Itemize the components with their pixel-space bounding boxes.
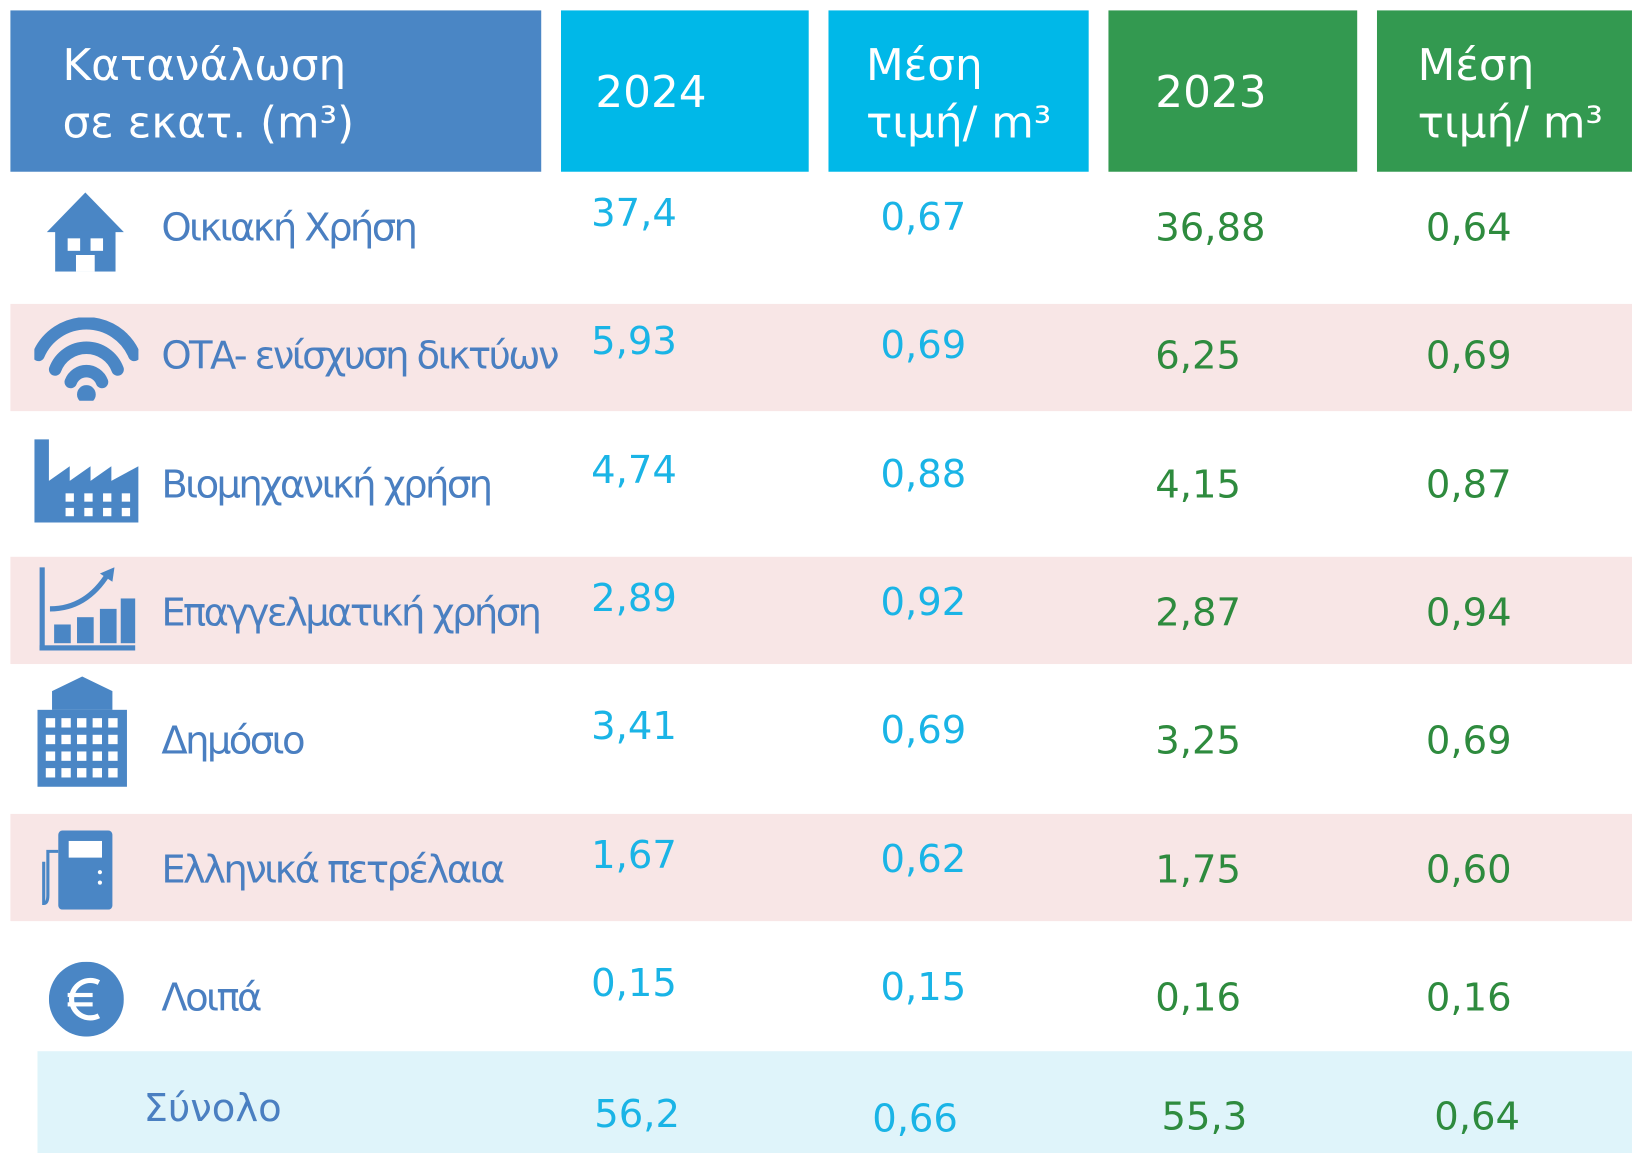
total-value-2024: 56,2 (594, 1091, 681, 1137)
value-2024: 37,4 (591, 190, 677, 236)
row-icon (39, 567, 136, 651)
header-text: 2023 (1155, 66, 1267, 118)
row-label: Οικιακή Χρήση (161, 205, 418, 250)
header-text: Μέση (865, 39, 983, 91)
value-2023: 0,16 (1155, 975, 1242, 1020)
value-2024: 5,93 (591, 318, 677, 364)
value-2023: 1,75 (1155, 846, 1242, 892)
total-price-2023: 0,64 (1434, 1093, 1520, 1139)
header-cell (828, 10, 1089, 172)
total-band (37, 1051, 1632, 1153)
price-2024: 0,67 (880, 194, 967, 240)
row-label: Ελληνικά πετρέλαια (161, 846, 505, 892)
header-text: τιμή/ m³ (865, 96, 1052, 148)
row-icon (46, 192, 124, 272)
row-icon (42, 830, 113, 910)
row-icon (34, 317, 139, 401)
price-2024: 0,62 (880, 836, 967, 882)
value-2024: 2,89 (591, 575, 677, 621)
header-text: σε εκατ. (m³) (62, 96, 355, 148)
price-2023: 0,16 (1425, 975, 1512, 1020)
total-value-2023: 55,3 (1161, 1093, 1248, 1139)
header-cell (560, 10, 809, 172)
price-2024: 0,69 (880, 707, 967, 753)
total-label: Σύνολο (143, 1085, 282, 1131)
value-2024: 0,15 (591, 960, 677, 1006)
value-2024: 4,74 (591, 447, 677, 492)
row-label: ΟΤΑ- ενίσχυση δικτύων (161, 333, 559, 379)
value-2023: 36,88 (1155, 205, 1266, 250)
header-text: Κατανάλωση (62, 39, 347, 91)
price-2024: 0,92 (880, 579, 967, 625)
price-2023: 0,69 (1425, 333, 1512, 379)
row-band (10, 813, 1632, 922)
row-label: Επαγγελματική χρήση (161, 590, 542, 635)
value-2023: 3,25 (1155, 718, 1242, 764)
row-icon (37, 676, 127, 787)
price-2023: 0,87 (1425, 461, 1512, 507)
row-label: Βιομηχανική χρήση (161, 461, 493, 507)
value-2023: 4,15 (1155, 461, 1242, 507)
value-2024: 1,67 (591, 832, 677, 877)
row-icon (34, 439, 139, 523)
header-cell (1108, 10, 1358, 172)
price-2023: 0,60 (1425, 846, 1512, 892)
total-price-2024: 0,66 (872, 1095, 958, 1141)
price-2024: 0,69 (880, 322, 967, 368)
header-cell (10, 10, 542, 172)
value-2024: 3,41 (591, 703, 677, 749)
header-cell (1376, 10, 1632, 172)
row-band (10, 303, 1632, 412)
price-2023: 0,64 (1425, 205, 1512, 250)
header-text: τιμή/ m³ (1417, 96, 1603, 148)
price-2024: 0,15 (880, 964, 967, 1010)
value-2023: 6,25 (1155, 333, 1242, 379)
header-text: 2024 (595, 66, 707, 118)
row-icon (48, 961, 124, 1037)
price-2023: 0,69 (1425, 718, 1512, 764)
row-label: Λοιπά (161, 975, 262, 1020)
row-label: Δημόσιο (161, 718, 305, 764)
row-band (10, 556, 1632, 665)
value-2023: 2,87 (1155, 590, 1242, 635)
price-2024: 0,88 (880, 451, 967, 497)
price-2023: 0,94 (1425, 590, 1512, 635)
header-text: Μέση (1417, 39, 1535, 91)
